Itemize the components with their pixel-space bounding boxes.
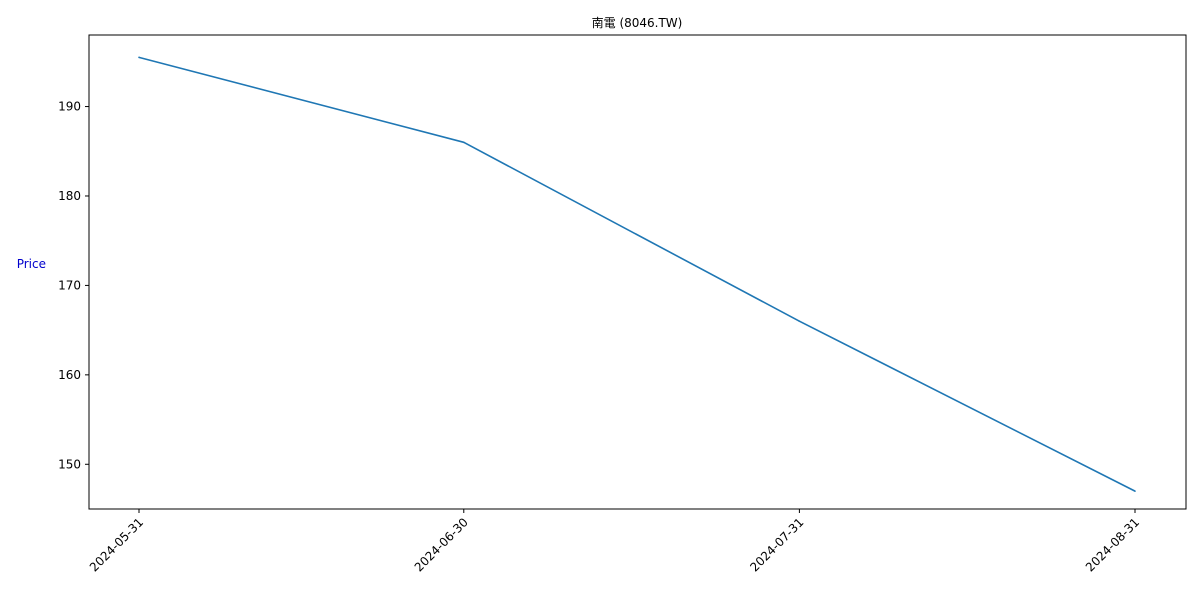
data-series bbox=[138, 56, 1136, 492]
y-tick-label: 170 bbox=[58, 278, 81, 292]
plot-area-frame bbox=[88, 34, 1187, 510]
x-tick-label: 2024-06-30 bbox=[412, 515, 471, 574]
price-line bbox=[138, 56, 1136, 492]
y-axis-label: Price bbox=[17, 257, 46, 271]
y-tick-label: 160 bbox=[58, 368, 81, 382]
x-tick-label: 2024-08-31 bbox=[1083, 515, 1142, 574]
chart-title: 南電 (8046.TW) bbox=[592, 15, 683, 30]
data-point bbox=[1134, 490, 1136, 492]
x-axis: 2024-05-31 2024-06-30 2024-07-31 2024-08-31 bbox=[87, 509, 1142, 574]
data-point bbox=[138, 56, 140, 59]
y-axis: 150 160 170 180 190 bbox=[58, 100, 89, 471]
data-point bbox=[462, 141, 465, 144]
x-tick-label: 2024-07-31 bbox=[747, 515, 806, 574]
y-tick-label: 180 bbox=[58, 189, 81, 203]
y-tick-label: 190 bbox=[58, 100, 81, 114]
y-tick-label: 150 bbox=[58, 457, 81, 471]
x-tick-label: 2024-05-31 bbox=[87, 515, 146, 574]
data-point bbox=[798, 320, 801, 322]
